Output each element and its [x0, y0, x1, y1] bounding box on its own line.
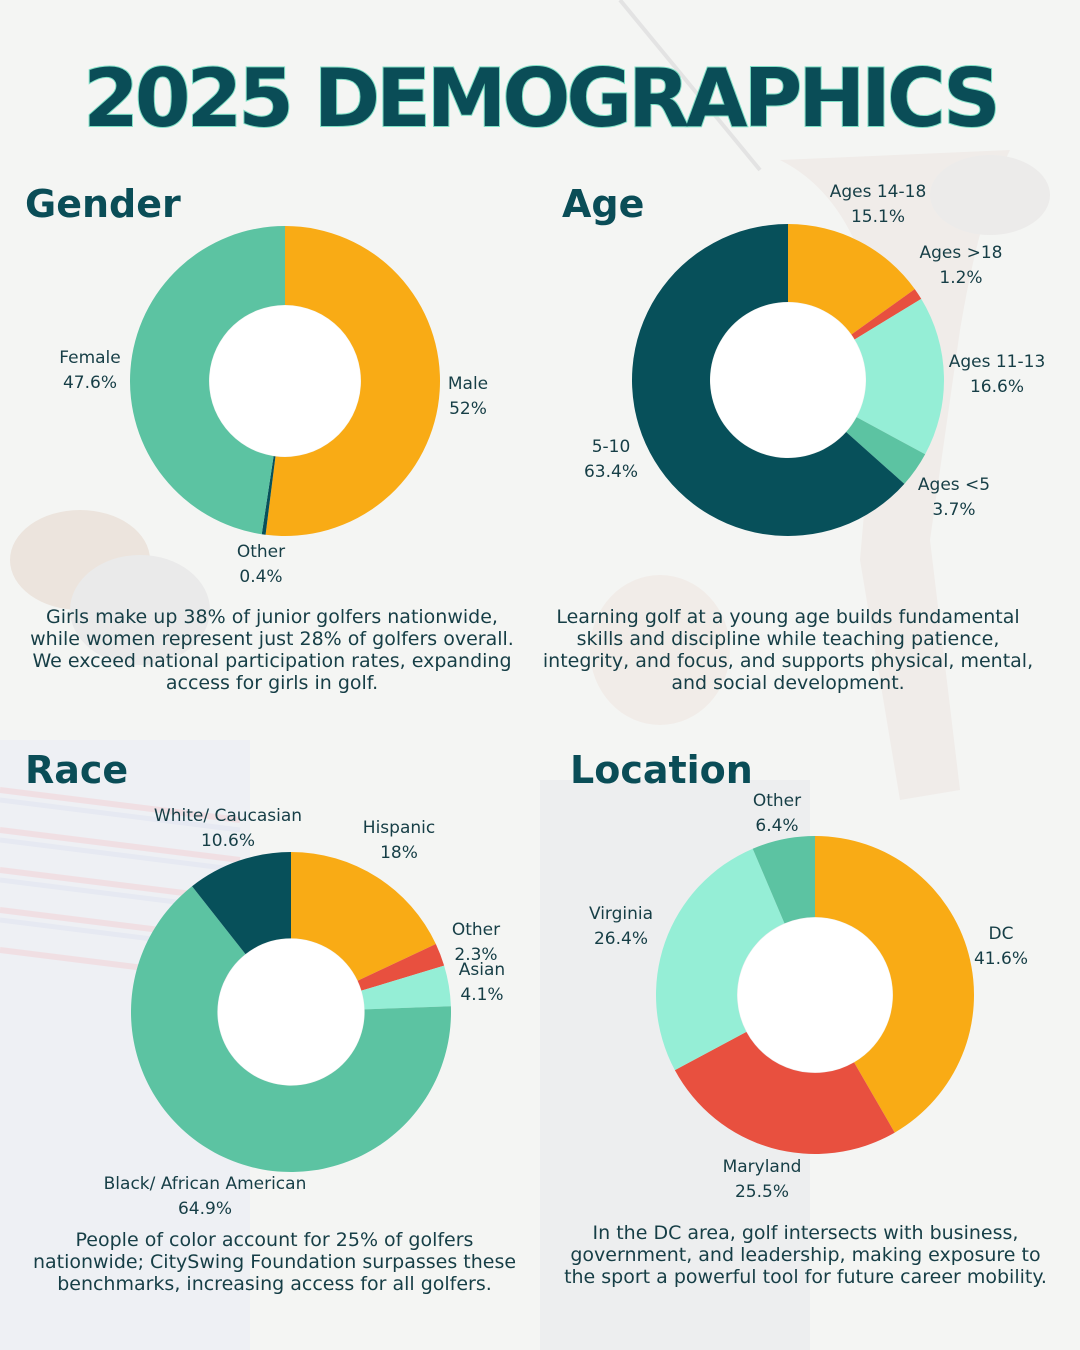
- location-slice-maryland: [674, 1031, 895, 1154]
- age-label-under-5-name: Ages <5: [917, 475, 991, 495]
- location-slice-dc: [815, 836, 974, 1133]
- age-slice-ages-5: [846, 417, 926, 484]
- gender-slice-other: [261, 456, 276, 535]
- gender-label-male: Male 52%: [448, 372, 488, 422]
- location-label-other-name: Other: [752, 791, 802, 811]
- age-label-under-5-value: 3.7%: [932, 500, 976, 520]
- race-label-asian-value: 4.1%: [460, 985, 504, 1005]
- race-label-other-name: Other: [451, 920, 501, 940]
- race-label-white-value: 10.6%: [200, 831, 256, 851]
- page-title: 2025 DEMOGRAPHICS: [82, 51, 1002, 146]
- gender-description: Girls make up 38% of junior golfers nati…: [30, 606, 514, 694]
- age-slice-ages-11-13: [854, 298, 944, 455]
- location-label-maryland-value: 25.5%: [734, 1182, 789, 1202]
- location-label-other: Other 6.4%: [753, 789, 801, 839]
- race-label-hispanic-name: Hispanic: [362, 818, 436, 838]
- location-label-dc-value: 41.6%: [973, 949, 1029, 969]
- age-label-over-18-name: Ages >18: [919, 243, 1003, 263]
- race-label-asian-name: Asian: [458, 960, 506, 980]
- race-slice-other: [357, 944, 445, 991]
- race-label-white: White/ Caucasian 10.6%: [154, 804, 302, 854]
- race-label-hispanic: Hispanic 18%: [363, 816, 435, 866]
- age-label-over-18: Ages >18 1.2%: [919, 241, 1002, 291]
- gender-label-male-value: 52%: [449, 399, 487, 419]
- gender-label-other-value: 0.4%: [239, 567, 283, 587]
- location-slice-other: [752, 836, 815, 924]
- age-label-14-18: Ages 14-18 15.1%: [830, 180, 927, 230]
- gender-donut-chart: [130, 226, 440, 536]
- location-label-virginia-name: Virginia: [588, 904, 654, 924]
- age-label-over-18-value: 1.2%: [939, 268, 983, 288]
- age-slice-ages-18: [851, 289, 922, 340]
- gender-label-female-name: Female: [59, 348, 121, 368]
- gender-label-other: Other 0.4%: [237, 540, 285, 590]
- gender-section-title: Gender: [25, 182, 181, 226]
- race-donut-chart: [131, 852, 451, 1172]
- location-label-virginia: Virginia 26.4%: [589, 902, 653, 952]
- location-label-maryland-name: Maryland: [722, 1157, 802, 1177]
- race-label-asian: Asian 4.1%: [459, 958, 505, 1008]
- location-donut-chart: [656, 836, 974, 1154]
- gender-label-female: Female 47.6%: [59, 346, 120, 396]
- race-label-hispanic-value: 18%: [380, 843, 418, 863]
- race-slice-white-caucasian: [192, 852, 291, 955]
- age-label-under-5: Ages <5 3.7%: [918, 473, 990, 523]
- age-donut-hole: [710, 302, 866, 458]
- race-label-white-name: White/ Caucasian: [153, 806, 303, 826]
- age-label-11-13-name: Ages 11-13: [948, 352, 1046, 372]
- age-label-5-10: 5-10 63.4%: [584, 435, 638, 485]
- age-slice-ages-14-18: [788, 224, 915, 335]
- age-label-14-18-value: 15.1%: [850, 207, 906, 227]
- race-label-black-value: 64.9%: [177, 1199, 233, 1219]
- gender-donut-hole: [209, 305, 361, 457]
- gender-label-male-name: Male: [447, 374, 489, 394]
- gender-slice-female: [130, 226, 285, 535]
- location-slice-virginia: [656, 848, 785, 1071]
- age-donut-chart: [632, 224, 944, 536]
- age-description: Learning golf at a young age builds fund…: [542, 606, 1034, 694]
- location-label-other-value: 6.4%: [755, 816, 799, 836]
- race-label-other-value: 2.3%: [454, 945, 498, 965]
- race-donut-hole: [217, 938, 365, 1086]
- gender-label-female-value: 47.6%: [62, 373, 117, 393]
- location-label-dc: DC 41.6%: [974, 922, 1028, 972]
- race-label-black: Black/ African American 64.9%: [104, 1172, 307, 1222]
- location-label-dc-name: DC: [988, 924, 1014, 944]
- location-label-maryland: Maryland 25.5%: [723, 1155, 802, 1205]
- age-label-11-13: Ages 11-13 16.6%: [949, 350, 1046, 400]
- age-section-title: Age: [562, 182, 645, 226]
- race-label-other: Other 2.3%: [452, 918, 500, 968]
- age-label-5-10-value: 63.4%: [583, 462, 639, 482]
- race-slice-asian: [361, 965, 451, 1010]
- race-description: People of color account for 25% of golfe…: [32, 1229, 517, 1295]
- age-slice-5-10: [632, 224, 905, 536]
- gender-label-other-name: Other: [236, 542, 286, 562]
- location-description: In the DC area, golf intersects with bus…: [564, 1222, 1047, 1288]
- location-label-virginia-value: 26.4%: [593, 929, 649, 949]
- age-label-14-18-name: Ages 14-18: [829, 182, 927, 202]
- gender-slice-male: [265, 226, 440, 536]
- race-slice-black-african-american: [131, 886, 451, 1172]
- race-label-black-name: Black/ African American: [103, 1174, 307, 1194]
- race-slice-hispanic: [291, 852, 436, 981]
- location-section-title: Location: [570, 748, 753, 792]
- location-donut-hole: [737, 917, 893, 1073]
- age-label-11-13-value: 16.6%: [969, 377, 1025, 397]
- race-section-title: Race: [25, 748, 129, 792]
- age-label-5-10-name: 5-10: [591, 437, 631, 457]
